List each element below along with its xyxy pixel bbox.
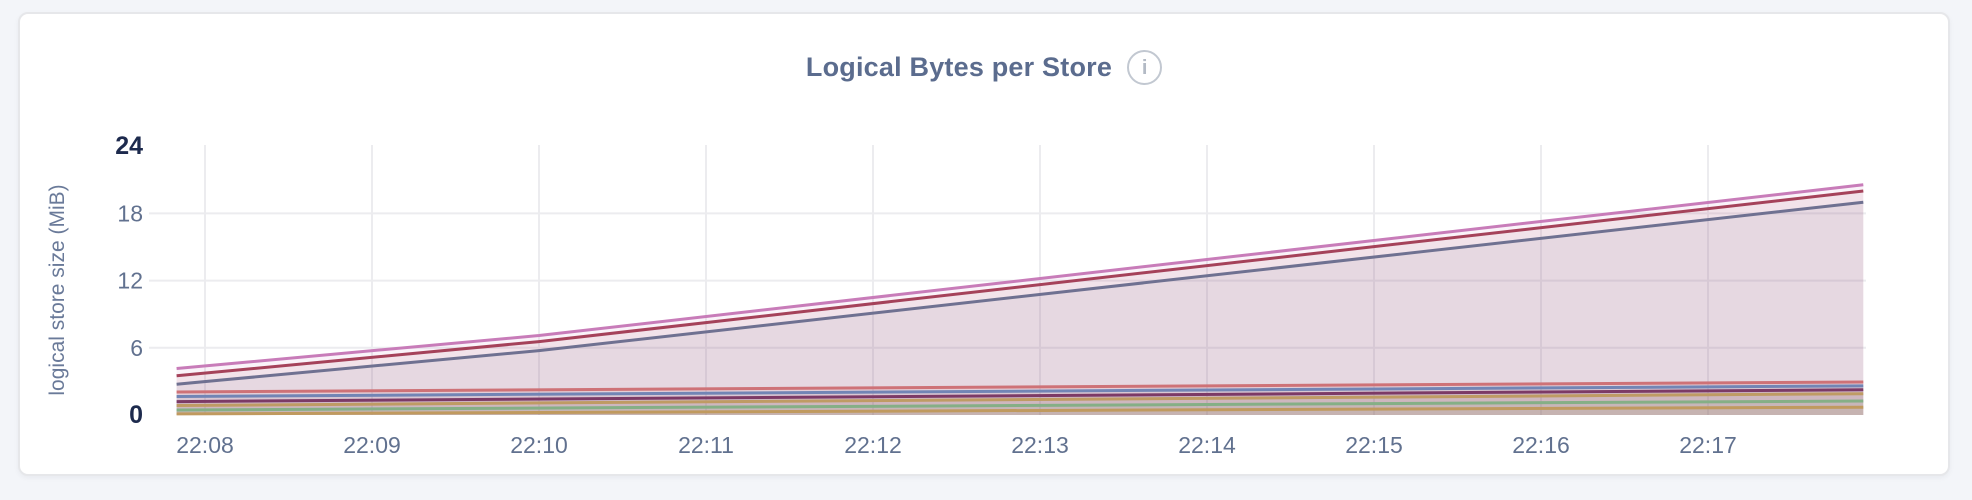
y-tick-label-0: 0: [129, 401, 143, 429]
series-line-7: [176, 392, 1864, 407]
y-tick-label-12: 12: [117, 268, 143, 294]
series-line-6: [176, 388, 1864, 404]
y-tick-label-18: 18: [117, 200, 143, 226]
y-axis-title: logical store size (MiB): [46, 184, 69, 395]
chart-title: Logical Bytes per Store: [805, 52, 1113, 82]
x-tick-label-22:12: 22:12: [844, 432, 902, 458]
series-line-8: [176, 399, 1864, 412]
info-icon[interactable]: i: [1127, 50, 1163, 85]
y-tick-label-24: 24: [115, 132, 143, 160]
series-line-5: [176, 384, 1864, 398]
chart-header: Logical Bytes per Store i: [18, 50, 1950, 85]
x-tick-label-22:17: 22:17: [1679, 432, 1737, 458]
x-tick-label-22:10: 22:10: [510, 432, 568, 458]
series-line-2: [176, 189, 1864, 378]
x-tick-label-22:11: 22:11: [678, 432, 734, 458]
x-tick-label-22:14: 22:14: [1178, 432, 1236, 458]
y-tick-label-6: 6: [130, 335, 143, 361]
series-line-3: [176, 200, 1864, 386]
series-line-1: [176, 183, 1864, 370]
x-tick-label-22:08: 22:08: [176, 432, 234, 458]
x-tick-label-22:15: 22:15: [1345, 432, 1403, 458]
series-line-4: [176, 380, 1864, 394]
series-line-9: [176, 405, 1864, 416]
x-tick-label-22:16: 22:16: [1512, 432, 1570, 458]
series-area-3: [176, 202, 1864, 415]
x-tick-label-22:13: 22:13: [1011, 432, 1069, 458]
series-area-2: [176, 191, 1864, 415]
x-tick-label-22:09: 22:09: [343, 432, 401, 458]
series-area-1: [176, 184, 1864, 415]
